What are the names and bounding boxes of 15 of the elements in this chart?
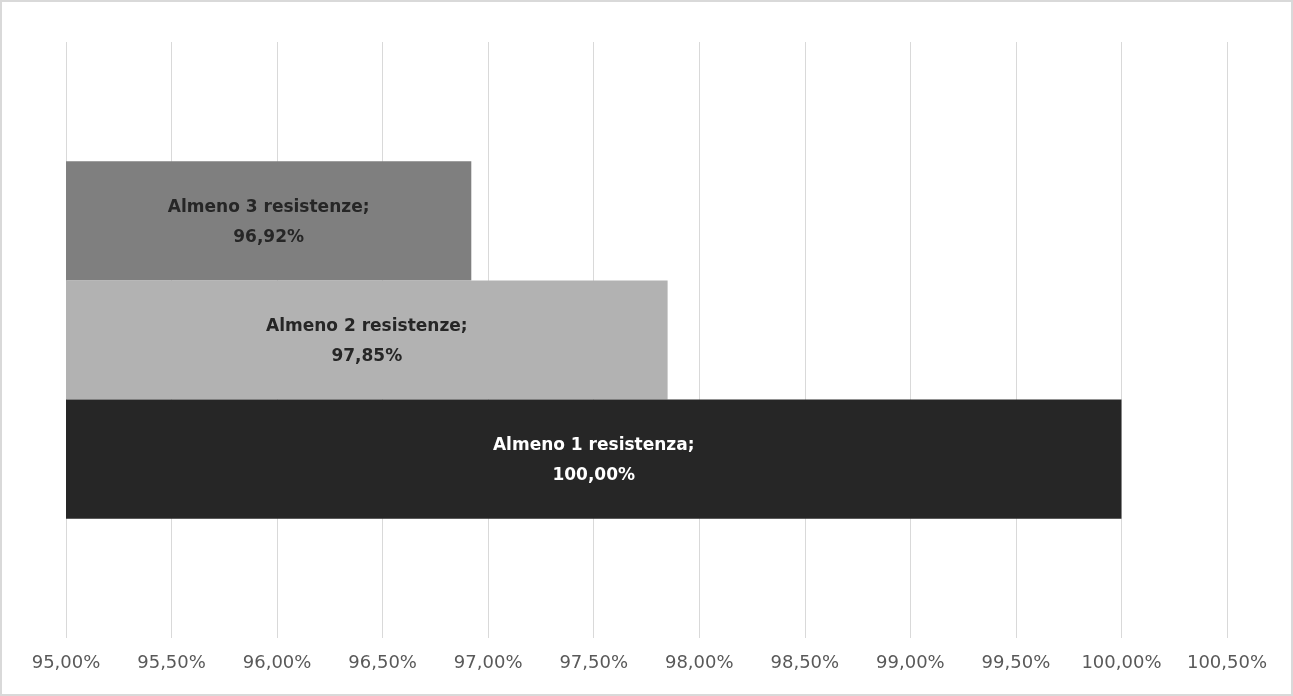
data-label: Almeno 3 resistenze; 96,92%: [167, 195, 370, 246]
x-tick-label: 100,00%: [1081, 650, 1162, 672]
data-label: Almeno 2 resistenze; 97,85%: [265, 315, 468, 365]
x-tick-label: 95,50%: [137, 650, 206, 672]
x-tick-label: 96,50%: [348, 650, 417, 672]
x-tick-label: 97,00%: [453, 650, 523, 672]
data-label: Almeno 1 resistenza; 100,00%: [492, 434, 695, 485]
x-tick-label: 99,00%: [876, 650, 945, 672]
x-tick-label: 95,00%: [31, 650, 101, 672]
x-tick-label: 97,50%: [559, 650, 629, 672]
x-tick-label: 96,00%: [242, 650, 312, 672]
x-tick-label: 99,50%: [981, 650, 1051, 672]
x-tick-label: 98,50%: [770, 650, 840, 672]
x-tick-label: 98,00%: [664, 650, 734, 672]
x-tick-label: 100,50%: [1186, 650, 1268, 672]
